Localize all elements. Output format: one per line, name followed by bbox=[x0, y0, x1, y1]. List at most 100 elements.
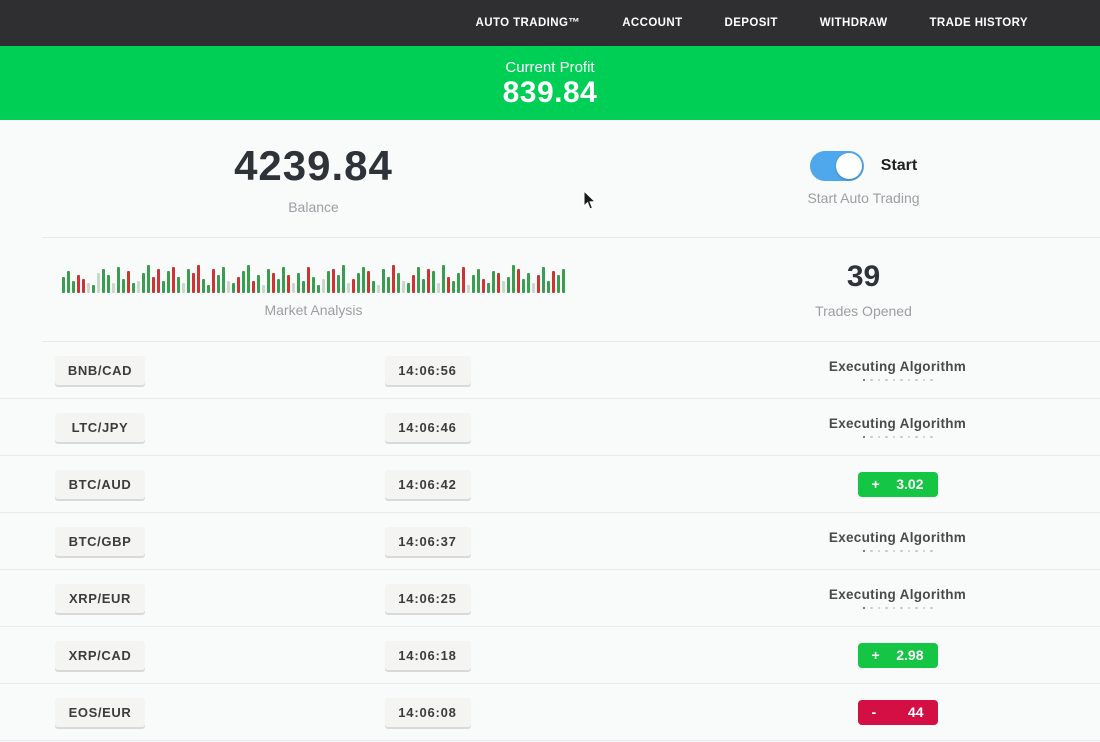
market-bar bbox=[212, 269, 215, 293]
market-bar bbox=[487, 283, 490, 293]
progress-dot bbox=[900, 378, 903, 382]
progress-dot bbox=[907, 606, 910, 610]
table-row: LTC/JPY 14:06:46 Executing Algorithm bbox=[0, 399, 1100, 456]
current-profit-banner: Current Profit 839.84 bbox=[0, 46, 1100, 120]
market-bar bbox=[92, 285, 95, 293]
market-bar bbox=[292, 283, 295, 293]
progress-dot bbox=[930, 435, 933, 439]
market-bar bbox=[332, 269, 335, 293]
result-sign: + bbox=[871, 647, 880, 663]
pair-chip[interactable]: BNB/CAD bbox=[55, 355, 145, 385]
nav-item-auto-trading[interactable]: AUTO TRADING™ bbox=[475, 17, 581, 29]
market-bar bbox=[377, 285, 380, 293]
market-bar bbox=[167, 271, 170, 293]
market-bar bbox=[282, 267, 285, 293]
market-bar bbox=[327, 271, 330, 293]
executing-label: Executing Algorithm bbox=[828, 358, 967, 374]
market-bar bbox=[272, 273, 275, 293]
progress-dot bbox=[930, 549, 933, 553]
progress-dot bbox=[892, 549, 895, 553]
market-bar bbox=[287, 275, 290, 293]
progress-dot bbox=[892, 378, 895, 382]
market-bar bbox=[247, 265, 250, 293]
market-bar bbox=[452, 281, 455, 293]
toggle-start-label: Start bbox=[880, 157, 918, 174]
executing-label: Executing Algorithm bbox=[828, 415, 967, 431]
market-bar bbox=[97, 273, 100, 293]
nav-item-trade-history[interactable]: TRADE HISTORY bbox=[929, 17, 1028, 29]
progress-dot bbox=[922, 378, 925, 382]
nav-item-deposit[interactable]: DEPOSIT bbox=[724, 17, 778, 29]
market-bar bbox=[362, 267, 365, 293]
result-value: 3.02 bbox=[896, 476, 924, 492]
market-bar bbox=[367, 271, 370, 293]
market-bar bbox=[547, 281, 550, 293]
market-bar bbox=[242, 271, 245, 293]
pair-chip[interactable]: LTC/JPY bbox=[55, 412, 145, 442]
market-bar bbox=[427, 269, 430, 293]
nav-item-withdraw[interactable]: WITHDRAW bbox=[819, 17, 888, 29]
market-bar bbox=[522, 279, 525, 293]
time-chip: 14:06:18 bbox=[384, 640, 471, 670]
pair-chip[interactable]: BTC/GBP bbox=[55, 526, 145, 556]
trade-list: BNB/CAD 14:06:56 Executing Algorithm LTC… bbox=[0, 342, 1100, 741]
table-row: BTC/GBP 14:06:37 Executing Algorithm bbox=[0, 513, 1100, 570]
market-bar bbox=[307, 267, 310, 293]
auto-trading-toggle[interactable] bbox=[809, 151, 864, 181]
pair-chip[interactable]: EOS/EUR bbox=[55, 697, 145, 727]
market-bar bbox=[497, 273, 500, 293]
pair-chip[interactable]: BTC/AUD bbox=[55, 469, 145, 499]
market-bar bbox=[187, 269, 190, 293]
progress-dot bbox=[877, 606, 880, 610]
market-bar bbox=[352, 279, 355, 293]
progress-dot bbox=[885, 606, 888, 610]
executing-status: Executing Algorithm bbox=[829, 359, 966, 382]
market-bar bbox=[422, 279, 425, 293]
market-bar bbox=[392, 265, 395, 293]
market-bar bbox=[467, 285, 470, 293]
market-bar bbox=[102, 269, 105, 293]
result-badge: + 3.02 bbox=[857, 471, 938, 497]
market-bar bbox=[562, 269, 565, 293]
balance-section: 4239.84 Balance Start Start Auto Trading bbox=[0, 120, 1100, 237]
market-bar bbox=[182, 283, 185, 293]
pair-chip[interactable]: XRP/EUR bbox=[55, 583, 145, 613]
market-bar bbox=[407, 283, 410, 293]
progress-dot bbox=[862, 378, 865, 382]
market-bar bbox=[147, 265, 150, 293]
result-sign: + bbox=[871, 476, 880, 492]
section-divider bbox=[42, 341, 1100, 342]
market-bar bbox=[197, 265, 200, 293]
market-bar bbox=[177, 277, 180, 293]
pair-chip[interactable]: XRP/CAD bbox=[55, 640, 145, 670]
market-bar bbox=[542, 267, 545, 293]
market-bar bbox=[502, 281, 505, 293]
progress-dot bbox=[922, 435, 925, 439]
market-bar bbox=[252, 281, 255, 293]
progress-dot bbox=[870, 378, 873, 382]
market-bar bbox=[507, 277, 510, 293]
toggle-knob bbox=[835, 153, 862, 179]
market-bar bbox=[552, 271, 555, 293]
time-chip: 14:06:37 bbox=[384, 526, 471, 556]
progress-dot bbox=[930, 378, 933, 382]
progress-dot bbox=[900, 549, 903, 553]
market-bar bbox=[337, 275, 340, 293]
progress-dot bbox=[885, 549, 888, 553]
result-badge: + 2.98 bbox=[857, 642, 938, 668]
market-bar bbox=[172, 267, 175, 293]
current-profit-value: 839.84 bbox=[502, 75, 598, 109]
market-bar bbox=[472, 275, 475, 293]
market-bar bbox=[77, 275, 80, 293]
result-value: 2.98 bbox=[896, 647, 924, 663]
market-bar bbox=[217, 275, 220, 293]
market-analysis-label: Market Analysis bbox=[264, 302, 363, 318]
market-bar bbox=[417, 267, 420, 293]
market-bar bbox=[447, 277, 450, 293]
progress-dots bbox=[862, 549, 933, 553]
progress-dot bbox=[862, 435, 865, 439]
nav-item-account[interactable]: ACCOUNT bbox=[622, 17, 683, 29]
market-bar bbox=[557, 275, 560, 293]
current-profit-label: Current Profit bbox=[505, 58, 595, 76]
progress-dot bbox=[877, 435, 880, 439]
